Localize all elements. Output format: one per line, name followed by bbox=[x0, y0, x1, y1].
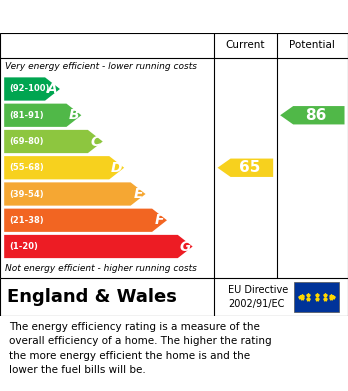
Polygon shape bbox=[4, 130, 103, 153]
Text: A: A bbox=[47, 82, 58, 96]
Text: B: B bbox=[69, 108, 79, 122]
Text: Very energy efficient - lower running costs: Very energy efficient - lower running co… bbox=[5, 62, 197, 71]
Text: (92-100): (92-100) bbox=[9, 84, 50, 93]
Text: C: C bbox=[90, 135, 100, 149]
Polygon shape bbox=[218, 159, 273, 177]
Text: England & Wales: England & Wales bbox=[7, 288, 177, 306]
Text: Not energy efficient - higher running costs: Not energy efficient - higher running co… bbox=[5, 264, 197, 273]
Text: E: E bbox=[133, 187, 143, 201]
Polygon shape bbox=[4, 182, 145, 206]
Text: 65: 65 bbox=[239, 160, 260, 175]
Text: The energy efficiency rating is a measure of the
overall efficiency of a home. T: The energy efficiency rating is a measur… bbox=[9, 322, 271, 375]
Text: (81-91): (81-91) bbox=[9, 111, 44, 120]
Text: Energy Efficiency Rating: Energy Efficiency Rating bbox=[9, 9, 219, 24]
Polygon shape bbox=[4, 156, 124, 179]
Text: Potential: Potential bbox=[290, 40, 335, 50]
Polygon shape bbox=[4, 77, 60, 100]
Polygon shape bbox=[4, 104, 81, 127]
Text: G: G bbox=[180, 240, 191, 253]
Text: D: D bbox=[111, 161, 122, 175]
Polygon shape bbox=[4, 235, 193, 258]
Bar bbox=[294, 282, 339, 312]
Text: Current: Current bbox=[226, 40, 265, 50]
Text: (69-80): (69-80) bbox=[9, 137, 44, 146]
Polygon shape bbox=[4, 209, 167, 232]
Text: F: F bbox=[155, 213, 164, 227]
Text: (39-54): (39-54) bbox=[9, 190, 44, 199]
Text: (55-68): (55-68) bbox=[9, 163, 44, 172]
Text: 86: 86 bbox=[306, 108, 327, 123]
Polygon shape bbox=[280, 106, 345, 124]
Text: EU Directive
2002/91/EC: EU Directive 2002/91/EC bbox=[228, 285, 288, 309]
Text: (21-38): (21-38) bbox=[9, 216, 44, 225]
Text: (1-20): (1-20) bbox=[9, 242, 38, 251]
